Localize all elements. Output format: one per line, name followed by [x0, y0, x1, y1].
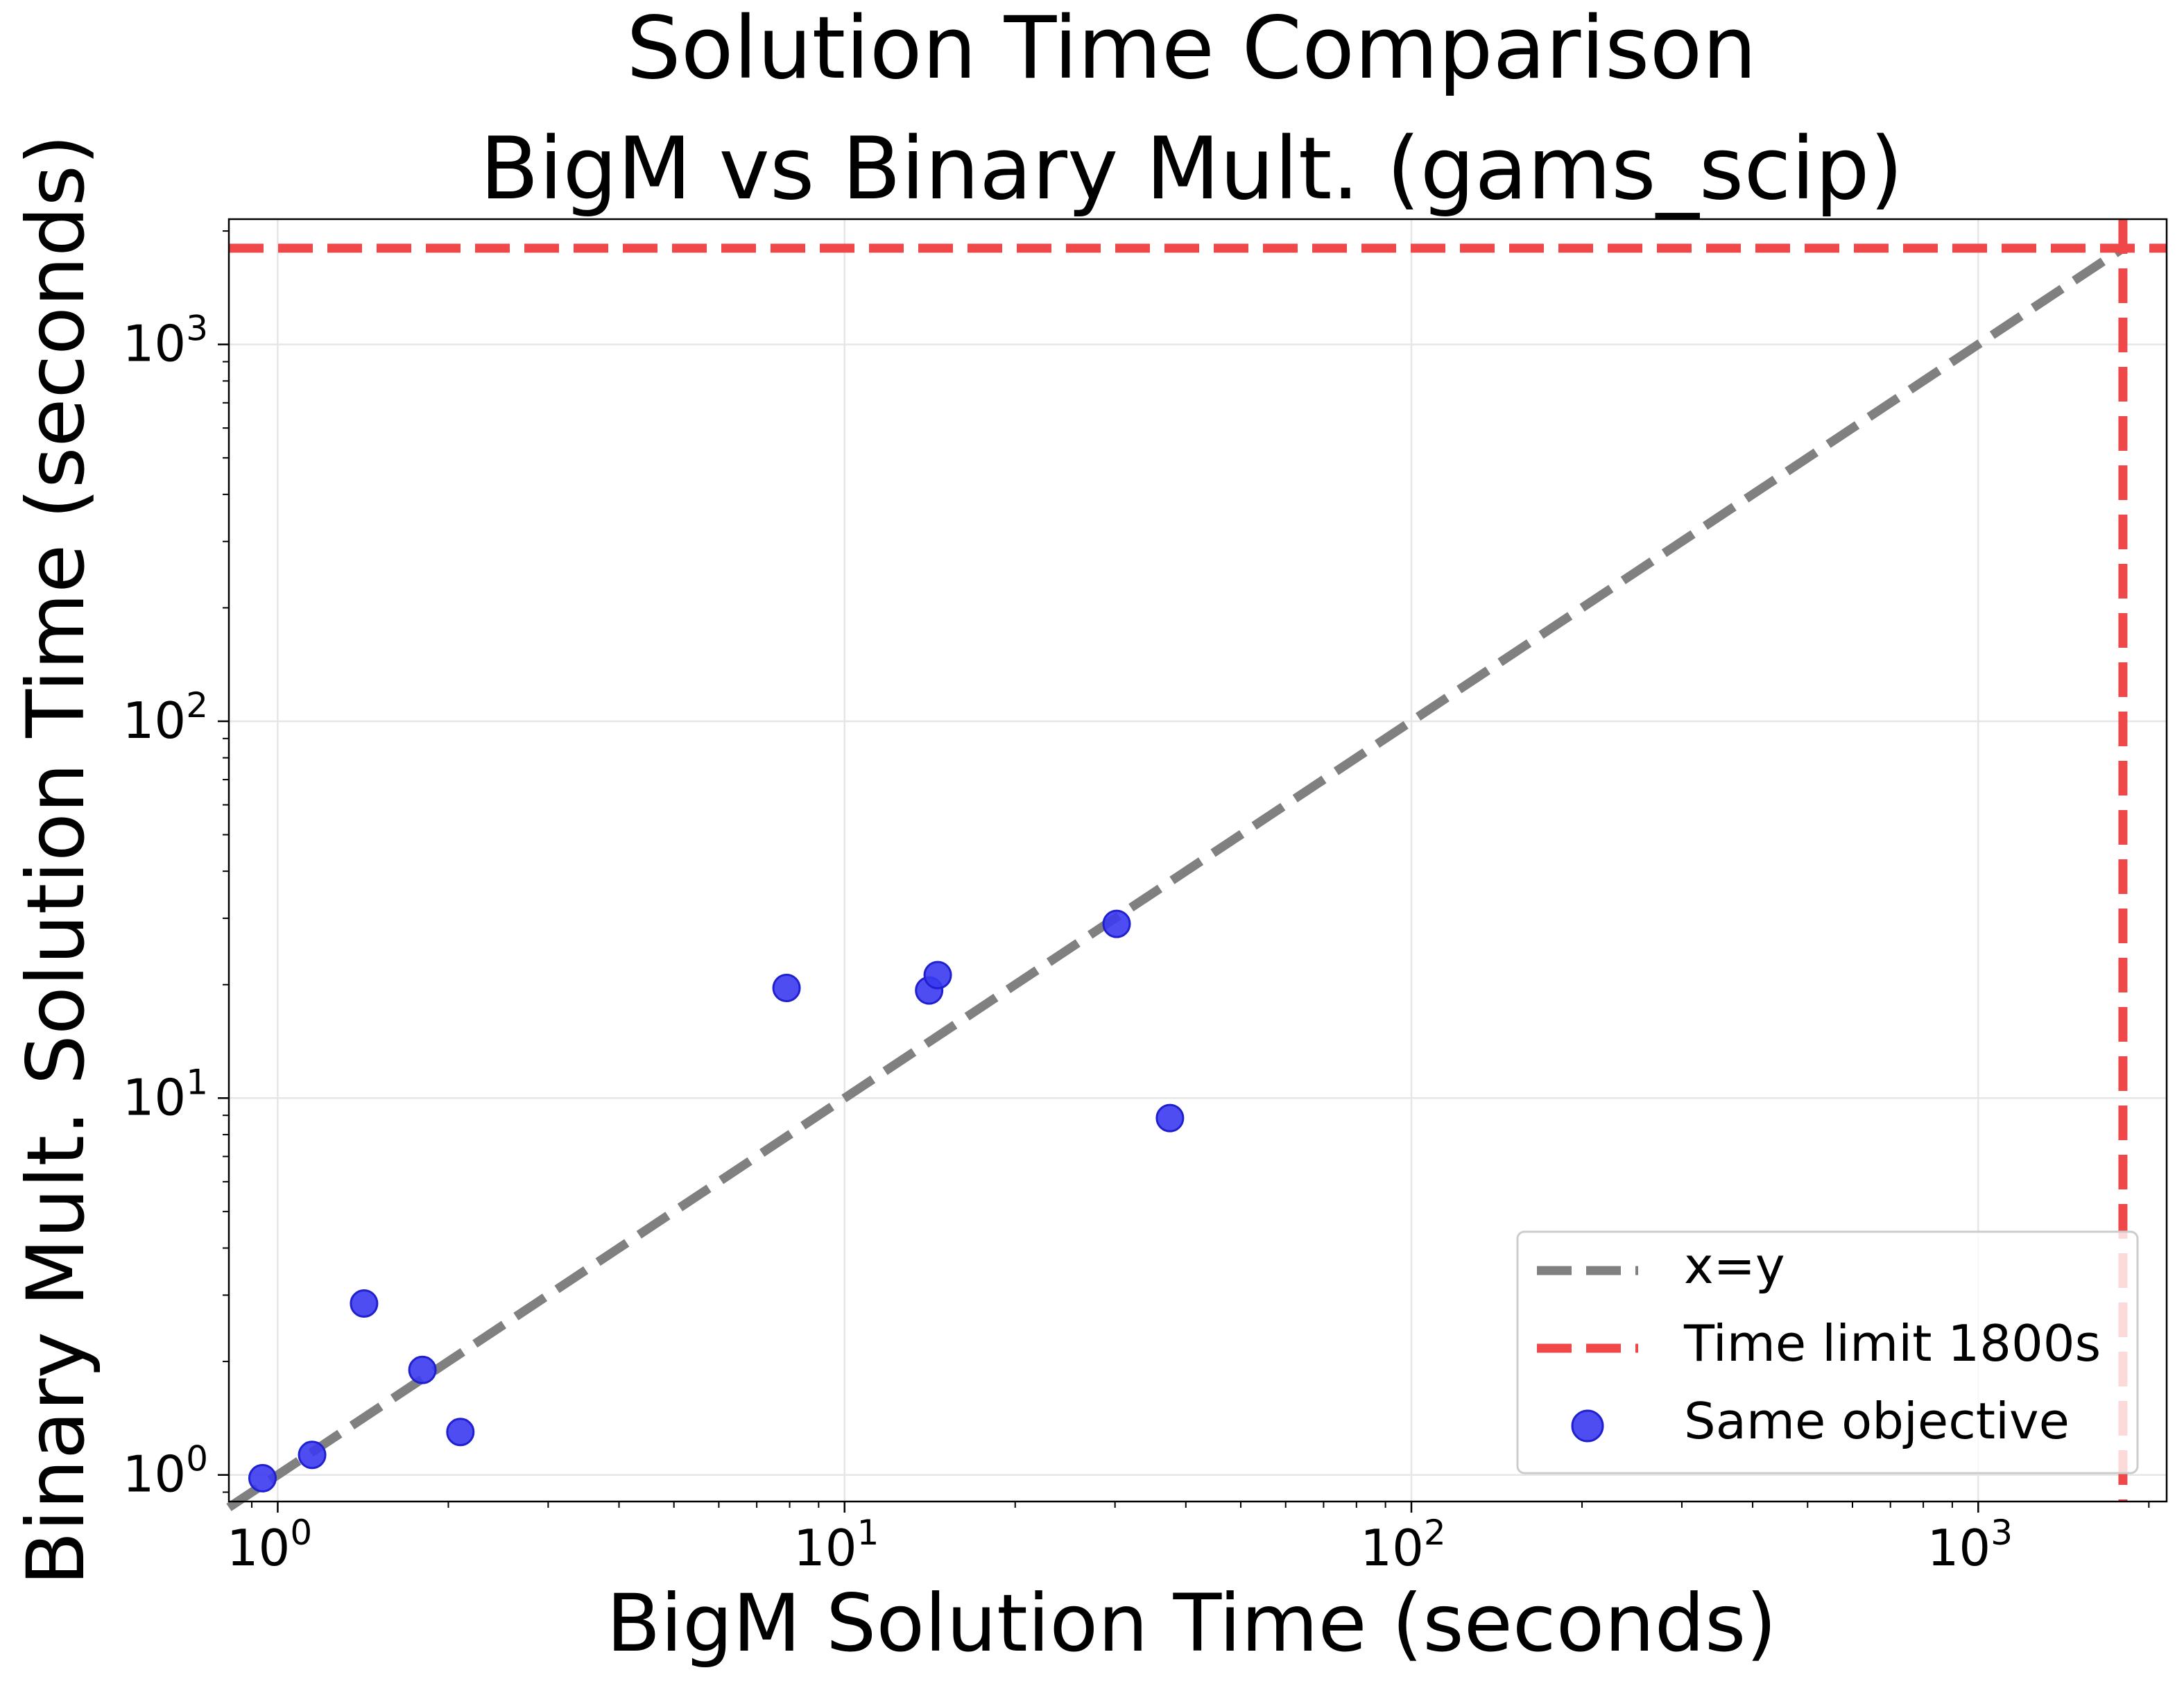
- x-tick-label: 102: [1360, 1513, 1445, 1577]
- y-tick-label: 101: [123, 1062, 208, 1126]
- x-axis-label: BigM Solution Time (seconds): [606, 1577, 1777, 1669]
- x-tick-label: 101: [793, 1513, 879, 1577]
- scatter-point: [350, 1289, 379, 1318]
- x-tick-label: 100: [227, 1513, 312, 1577]
- scatter-point: [923, 961, 952, 990]
- chart-title-line-2: BigM vs Binary Mult. (gams_scip): [480, 119, 1903, 219]
- scatter-point: [446, 1418, 475, 1447]
- data-points: [248, 909, 1185, 1493]
- y-axis-label: Binary Mult. Solution Time (seconds): [10, 135, 102, 1586]
- scatter-point: [1155, 1103, 1185, 1133]
- y-tick-label: 103: [123, 309, 208, 373]
- scatter-point: [248, 1463, 277, 1493]
- legend: x=y Time limit 1800s Same objective: [1516, 1230, 2139, 1474]
- x-tick-label: 103: [1927, 1513, 2013, 1577]
- legend-label-diagonal: x=y: [1684, 1237, 1785, 1295]
- legend-key-points: [1571, 1409, 1604, 1443]
- x-axis-ticks: 100 101 102 103: [227, 1502, 2150, 1577]
- legend-label-points: Same objective: [1684, 1392, 2070, 1450]
- scatter-point: [772, 974, 801, 1003]
- diagonal-reference-line: [226, 244, 2126, 1511]
- y-tick-label: 102: [123, 685, 208, 750]
- grid-lines: [229, 219, 2167, 1502]
- scatter-point: [408, 1355, 437, 1384]
- scatter-point: [1102, 909, 1131, 938]
- y-tick-label: 100: [123, 1439, 208, 1504]
- legend-label-time-limit: Time limit 1800s: [1683, 1314, 2101, 1373]
- y-axis-ticks: 100 101 102 103: [123, 230, 229, 1504]
- plot-frame: [227, 218, 2168, 1503]
- chart-title-line-1: Solution Time Comparison: [626, 0, 1757, 98]
- legend-box: [1516, 1230, 2139, 1474]
- scatter-point: [298, 1440, 327, 1470]
